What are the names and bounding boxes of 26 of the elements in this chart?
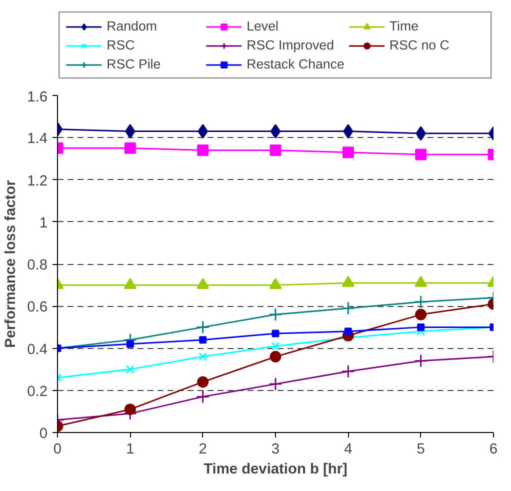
- y-tick-label: 0.8: [27, 258, 48, 274]
- y-tick-label: 1.6: [27, 90, 48, 106]
- x-tick-label: 3: [271, 442, 280, 458]
- legend-label: RSC Pile: [106, 56, 162, 72]
- y-tick-label: 0.2: [27, 384, 48, 400]
- legend-label: RSC no C: [389, 38, 450, 52]
- y-tick-label: 0: [39, 426, 48, 442]
- y-axis-title: Performance loss factor: [3, 180, 20, 348]
- x-tick-label: 4: [344, 442, 352, 458]
- legend-label: RSC: [106, 38, 136, 52]
- y-tick-label: 0.4: [27, 342, 48, 358]
- y-tick-label: 1: [39, 215, 48, 232]
- legend-label: Level: [246, 18, 280, 34]
- legend-label: Restack Chance: [246, 56, 344, 72]
- x-tick-label: 2: [198, 442, 207, 458]
- x-tick-label: 5: [416, 442, 425, 458]
- x-tick-label: 6: [489, 442, 498, 458]
- legend-label: RSC Improved: [246, 38, 335, 52]
- legend-label: Random: [106, 18, 158, 34]
- y-tick-label: 0.6: [27, 300, 48, 316]
- x-axis-title: Time deviation b [hr]: [204, 462, 348, 478]
- y-tick-label: 1.4: [27, 131, 48, 148]
- x-tick-label: 0: [53, 442, 62, 458]
- x-tick-label: 1: [126, 442, 134, 458]
- y-tick-label: 1.2: [27, 173, 48, 190]
- legend-label: Time: [389, 18, 420, 34]
